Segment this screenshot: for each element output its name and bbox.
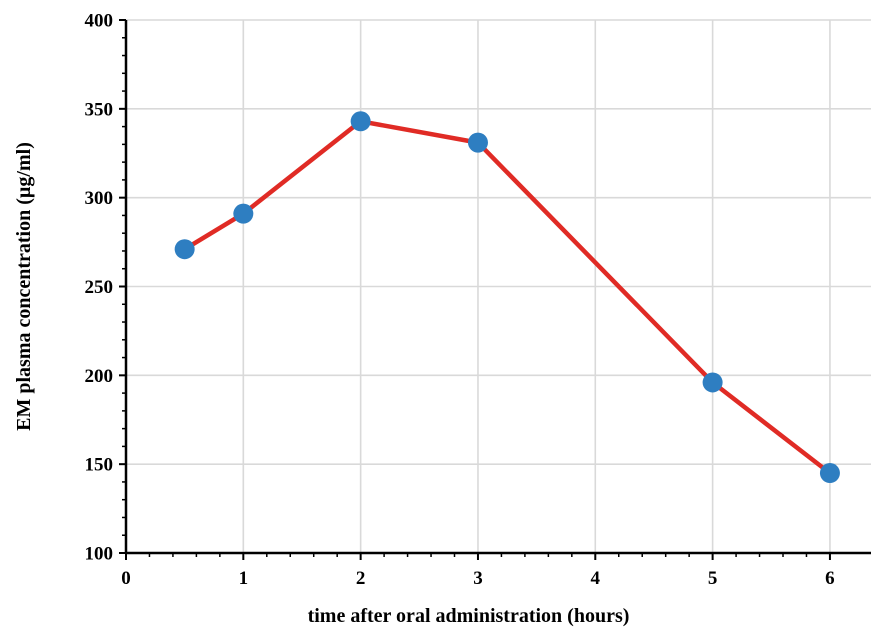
y-tick-label-100: 100	[85, 544, 114, 565]
y-tick-label-150: 150	[85, 455, 114, 476]
axis-ticks: 100 150 200 250 300 350 400 0 1 2 3 4 5 6	[85, 11, 835, 590]
y-tick-label-300: 300	[85, 188, 114, 209]
x-tick-label-1: 1	[239, 568, 249, 589]
y-tick-label-350: 350	[85, 99, 114, 120]
x-tick-label-5: 5	[708, 568, 718, 589]
series-line	[182, 119, 833, 476]
gridlines	[126, 19, 871, 553]
series-group	[174, 111, 840, 484]
data-point-5	[819, 463, 840, 484]
data-point-1	[233, 203, 254, 224]
data-point-2	[350, 111, 371, 132]
y-tick-label-400: 400	[85, 11, 114, 32]
x-tick-label-4: 4	[591, 568, 601, 589]
y-tick-label-250: 250	[85, 277, 114, 298]
data-point-3	[467, 132, 488, 153]
x-axis-title: time after oral administration (hours)	[308, 605, 630, 627]
data-point-0	[174, 239, 195, 260]
data-point-4	[702, 372, 723, 393]
x-tick-label-6: 6	[825, 568, 835, 589]
y-tick-label-200: 200	[85, 366, 114, 387]
y-axis-title: EM plasma concentration (µg/ml)	[13, 142, 35, 431]
x-tick-label-3: 3	[473, 568, 483, 589]
x-tick-label-0: 0	[121, 568, 131, 589]
x-tick-label-2: 2	[356, 568, 366, 589]
